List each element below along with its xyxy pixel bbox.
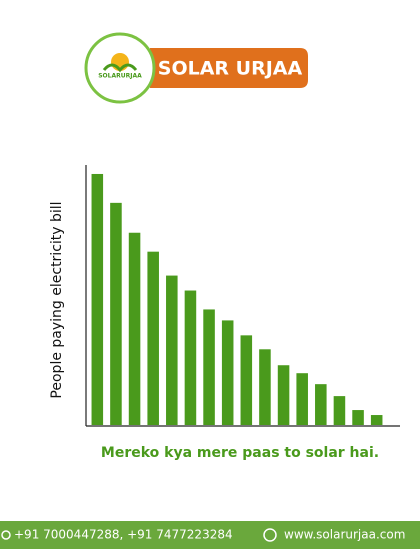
footer-band xyxy=(0,521,420,549)
caption: Mereko kya mere paas to solar hai. xyxy=(101,445,379,461)
logo-leaves xyxy=(102,63,138,73)
footer-website: www.solarurjaa.com xyxy=(284,528,405,542)
bar xyxy=(315,384,327,425)
bar xyxy=(221,320,234,425)
bar xyxy=(277,365,290,425)
brand-name: SOLAR URJAA xyxy=(158,58,303,80)
bar xyxy=(333,396,346,425)
bar xyxy=(91,173,104,425)
bar xyxy=(259,349,271,425)
bar xyxy=(352,410,364,425)
bar xyxy=(147,251,159,425)
bar xyxy=(203,309,215,425)
footer-phones: +91 7000447288, +91 7477223284 xyxy=(14,528,233,542)
bar xyxy=(184,290,197,425)
web-icon xyxy=(263,528,277,542)
bar xyxy=(370,415,383,425)
phone-icon xyxy=(1,530,11,540)
logo-text: SOLARURJAA xyxy=(98,73,142,80)
brand-banner xyxy=(150,48,308,88)
bar xyxy=(296,373,308,425)
y-axis-label: People paying electricity bill xyxy=(49,201,65,398)
bar xyxy=(128,232,141,425)
bar xyxy=(240,335,253,425)
bar xyxy=(166,275,178,425)
bar xyxy=(110,202,122,425)
